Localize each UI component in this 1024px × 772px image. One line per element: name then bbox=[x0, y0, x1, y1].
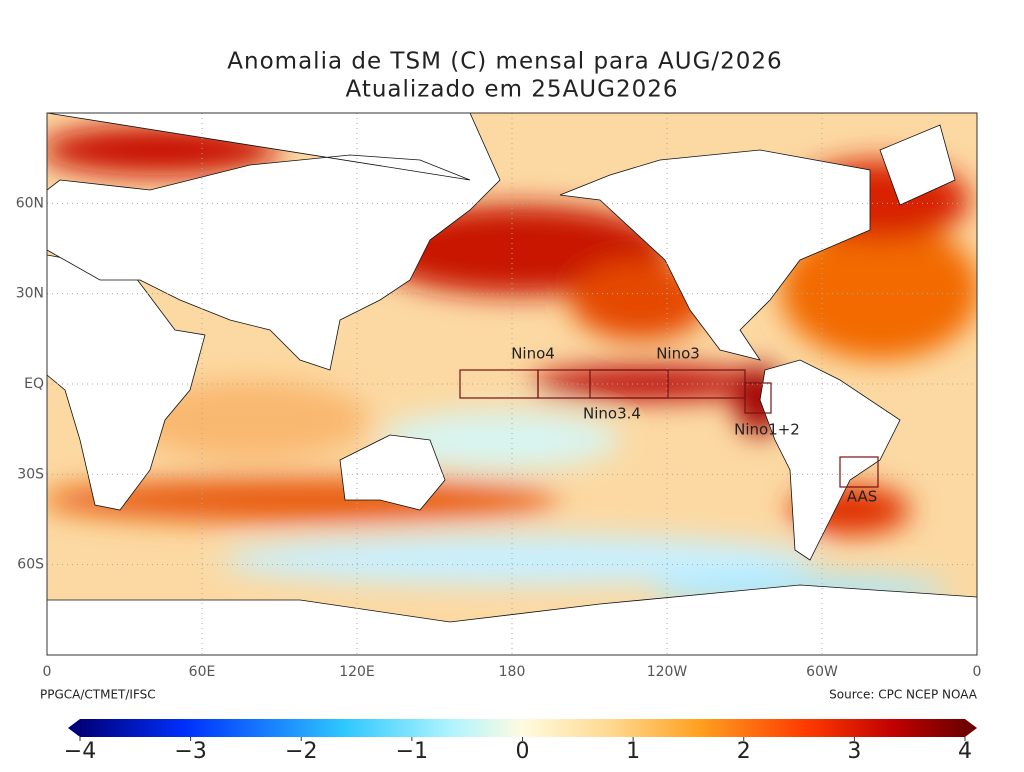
y-tick-label: 60S bbox=[17, 557, 44, 573]
y-tick-label: 60N bbox=[16, 195, 44, 211]
region-label: Nino3.4 bbox=[583, 405, 641, 423]
region-box bbox=[839, 456, 879, 488]
y-tick-label: 30S bbox=[17, 466, 44, 482]
x-tick-label: 60W bbox=[806, 664, 838, 680]
colorbar-tick-label: 3 bbox=[847, 739, 861, 764]
colorbar-tick-label: −4 bbox=[64, 739, 96, 764]
landmass bbox=[47, 584, 977, 655]
region-label: Nino4 bbox=[511, 345, 555, 363]
landmass bbox=[339, 434, 446, 511]
colorbar-tick-label: 0 bbox=[516, 739, 530, 764]
y-tick-label: EQ bbox=[24, 376, 44, 392]
region-box bbox=[744, 382, 772, 414]
colorbar bbox=[68, 719, 977, 737]
colorbar-tick-label: 2 bbox=[737, 739, 751, 764]
x-tick-label: 120W bbox=[647, 664, 688, 680]
x-tick-label: 60E bbox=[189, 664, 216, 680]
x-tick-label: 0 bbox=[43, 664, 52, 680]
x-tick-label: 180 bbox=[499, 664, 526, 680]
colorbar-tick-label: 1 bbox=[626, 739, 640, 764]
colorbar-ramp bbox=[80, 719, 965, 737]
landmass bbox=[759, 359, 901, 561]
x-tick-label: 0 bbox=[973, 664, 982, 680]
landmass bbox=[47, 254, 206, 511]
y-tick-label: 30N bbox=[16, 286, 44, 302]
landmass bbox=[879, 124, 956, 206]
region-label: AAS bbox=[847, 488, 877, 506]
subtitle: Atualizado em 25AUG2026 bbox=[345, 77, 678, 103]
map-frame bbox=[46, 112, 978, 656]
region-label: Nino3 bbox=[656, 345, 700, 363]
colorbar-tick-label: −1 bbox=[396, 739, 428, 764]
footer-right: Source: CPC NCEP NOAA bbox=[829, 688, 978, 702]
colorbar-tick-label: −2 bbox=[285, 739, 317, 764]
landmass bbox=[559, 149, 871, 361]
colorbar-tick-label: −3 bbox=[174, 739, 206, 764]
colorbar-arrow bbox=[965, 719, 977, 737]
title: Anomalia de TSM (C) mensal para AUG/2026 bbox=[227, 49, 782, 75]
footer-left: PPGCA/CTMET/IFSC bbox=[40, 688, 156, 702]
region-label: Nino1+2 bbox=[734, 421, 800, 439]
colorbar-tick-label: 4 bbox=[958, 739, 972, 764]
landmass bbox=[47, 113, 501, 371]
sst-field bbox=[47, 113, 977, 655]
x-tick-label: 120E bbox=[339, 664, 375, 680]
colorbar-arrow bbox=[68, 719, 80, 737]
